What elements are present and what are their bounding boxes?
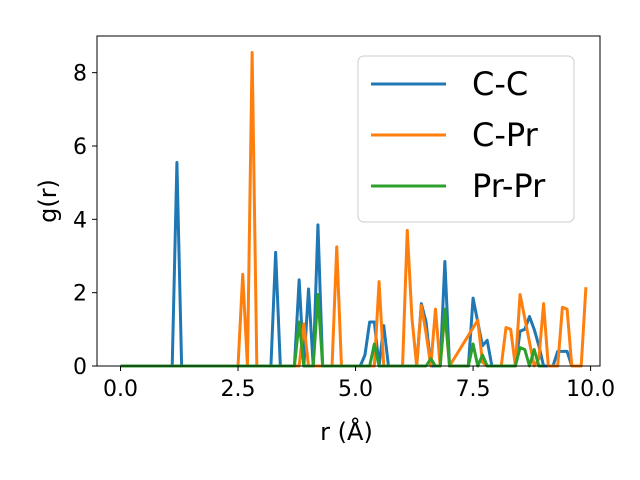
y-tick-label: 0: [73, 355, 87, 380]
x-tick-label: 5.0: [338, 377, 373, 402]
axes-frame: [96, 35, 601, 367]
x-tick-label: 2.5: [221, 377, 256, 402]
legend-label-c-pr: C-Pr: [472, 116, 539, 154]
x-tick-label: 7.5: [456, 377, 491, 402]
y-tick-label: 2: [73, 282, 87, 307]
legend-label-pr-pr: Pr-Pr: [472, 167, 546, 205]
x-tick-label: 10.0: [566, 377, 615, 402]
y-tick-label: 6: [73, 135, 87, 160]
y-tick-label: 8: [73, 62, 87, 87]
y-tick-label: 4: [73, 208, 87, 233]
axes: 0.0 2.5 5.0 7.5 10.0 0 2 4 6 8 r (Å) g(r): [34, 35, 615, 446]
series-line-c-pr: [120, 51, 588, 368]
y-axis-label: g(r): [34, 179, 62, 223]
legend-box: [357, 55, 575, 223]
legend: C-C C-Pr Pr-Pr: [357, 55, 575, 223]
x-tick-label: 0.0: [103, 377, 138, 402]
legend-label-c-c: C-C: [472, 65, 528, 103]
x-axis-label: r (Å): [320, 417, 373, 446]
